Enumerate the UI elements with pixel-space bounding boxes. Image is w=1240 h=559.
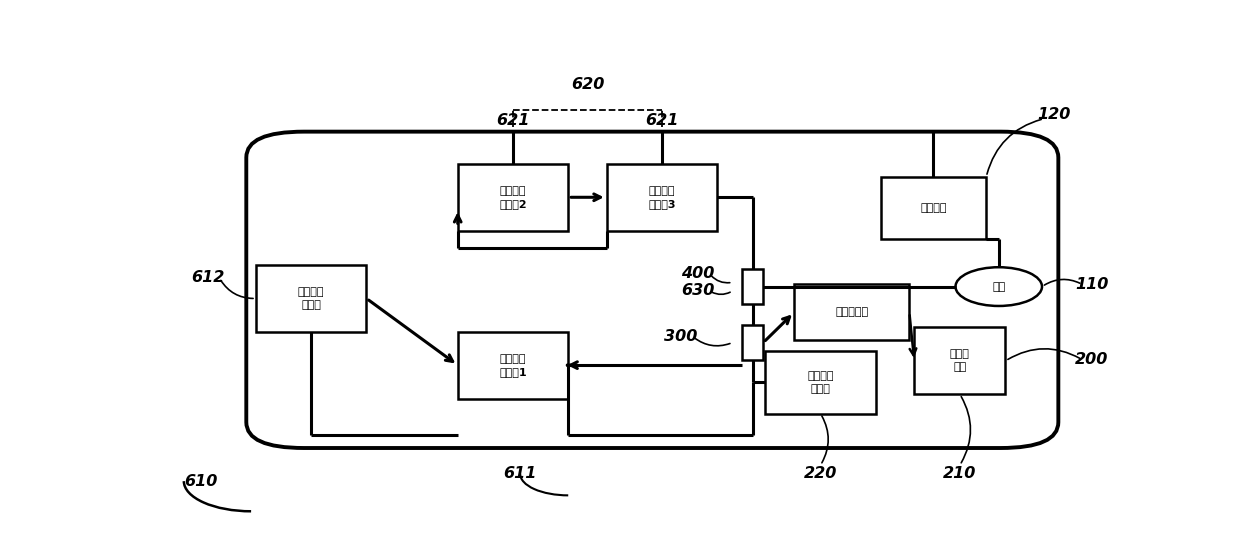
Text: 210: 210 bbox=[944, 466, 977, 481]
Text: 加热电阔器: 加热电阔器 bbox=[836, 307, 868, 318]
Text: 乘客座椅
加热刨2: 乘客座椅 加热刨2 bbox=[500, 186, 527, 209]
Bar bbox=[606, 164, 717, 231]
Text: 110: 110 bbox=[1075, 277, 1109, 292]
Bar bbox=[880, 177, 986, 239]
Text: 620: 620 bbox=[570, 77, 604, 92]
Text: 乘客座椅
加热刨1: 乘客座椅 加热刨1 bbox=[500, 353, 527, 377]
Text: 水泵: 水泵 bbox=[992, 282, 1006, 292]
Text: 200: 200 bbox=[1075, 352, 1109, 367]
Text: 300: 300 bbox=[663, 329, 697, 344]
Text: 630: 630 bbox=[681, 283, 714, 299]
Bar bbox=[914, 328, 1006, 394]
Text: 管道温度
传感器: 管道温度 传感器 bbox=[807, 371, 833, 394]
Bar bbox=[458, 332, 568, 399]
Bar bbox=[458, 164, 568, 231]
Text: 120: 120 bbox=[1037, 107, 1070, 122]
Text: 400: 400 bbox=[681, 266, 714, 281]
Bar bbox=[255, 265, 367, 332]
Bar bbox=[765, 351, 875, 414]
Text: 水温传
感器: 水温传 感器 bbox=[950, 349, 970, 372]
Text: 621: 621 bbox=[496, 113, 529, 129]
Text: 621: 621 bbox=[645, 113, 678, 129]
Text: 220: 220 bbox=[804, 466, 837, 481]
Bar bbox=[794, 285, 909, 340]
Text: 611: 611 bbox=[503, 466, 537, 481]
Bar bbox=[743, 325, 764, 360]
FancyBboxPatch shape bbox=[247, 131, 1058, 448]
Text: 612: 612 bbox=[191, 271, 224, 286]
Bar bbox=[743, 269, 764, 304]
Text: 驾驶座椅
加热器: 驾驶座椅 加热器 bbox=[298, 287, 325, 310]
Text: 610: 610 bbox=[185, 473, 218, 489]
Text: 乘客座椅
加热刨3: 乘客座椅 加热刨3 bbox=[649, 186, 676, 209]
Text: 调节水筱: 调节水筱 bbox=[920, 203, 946, 213]
